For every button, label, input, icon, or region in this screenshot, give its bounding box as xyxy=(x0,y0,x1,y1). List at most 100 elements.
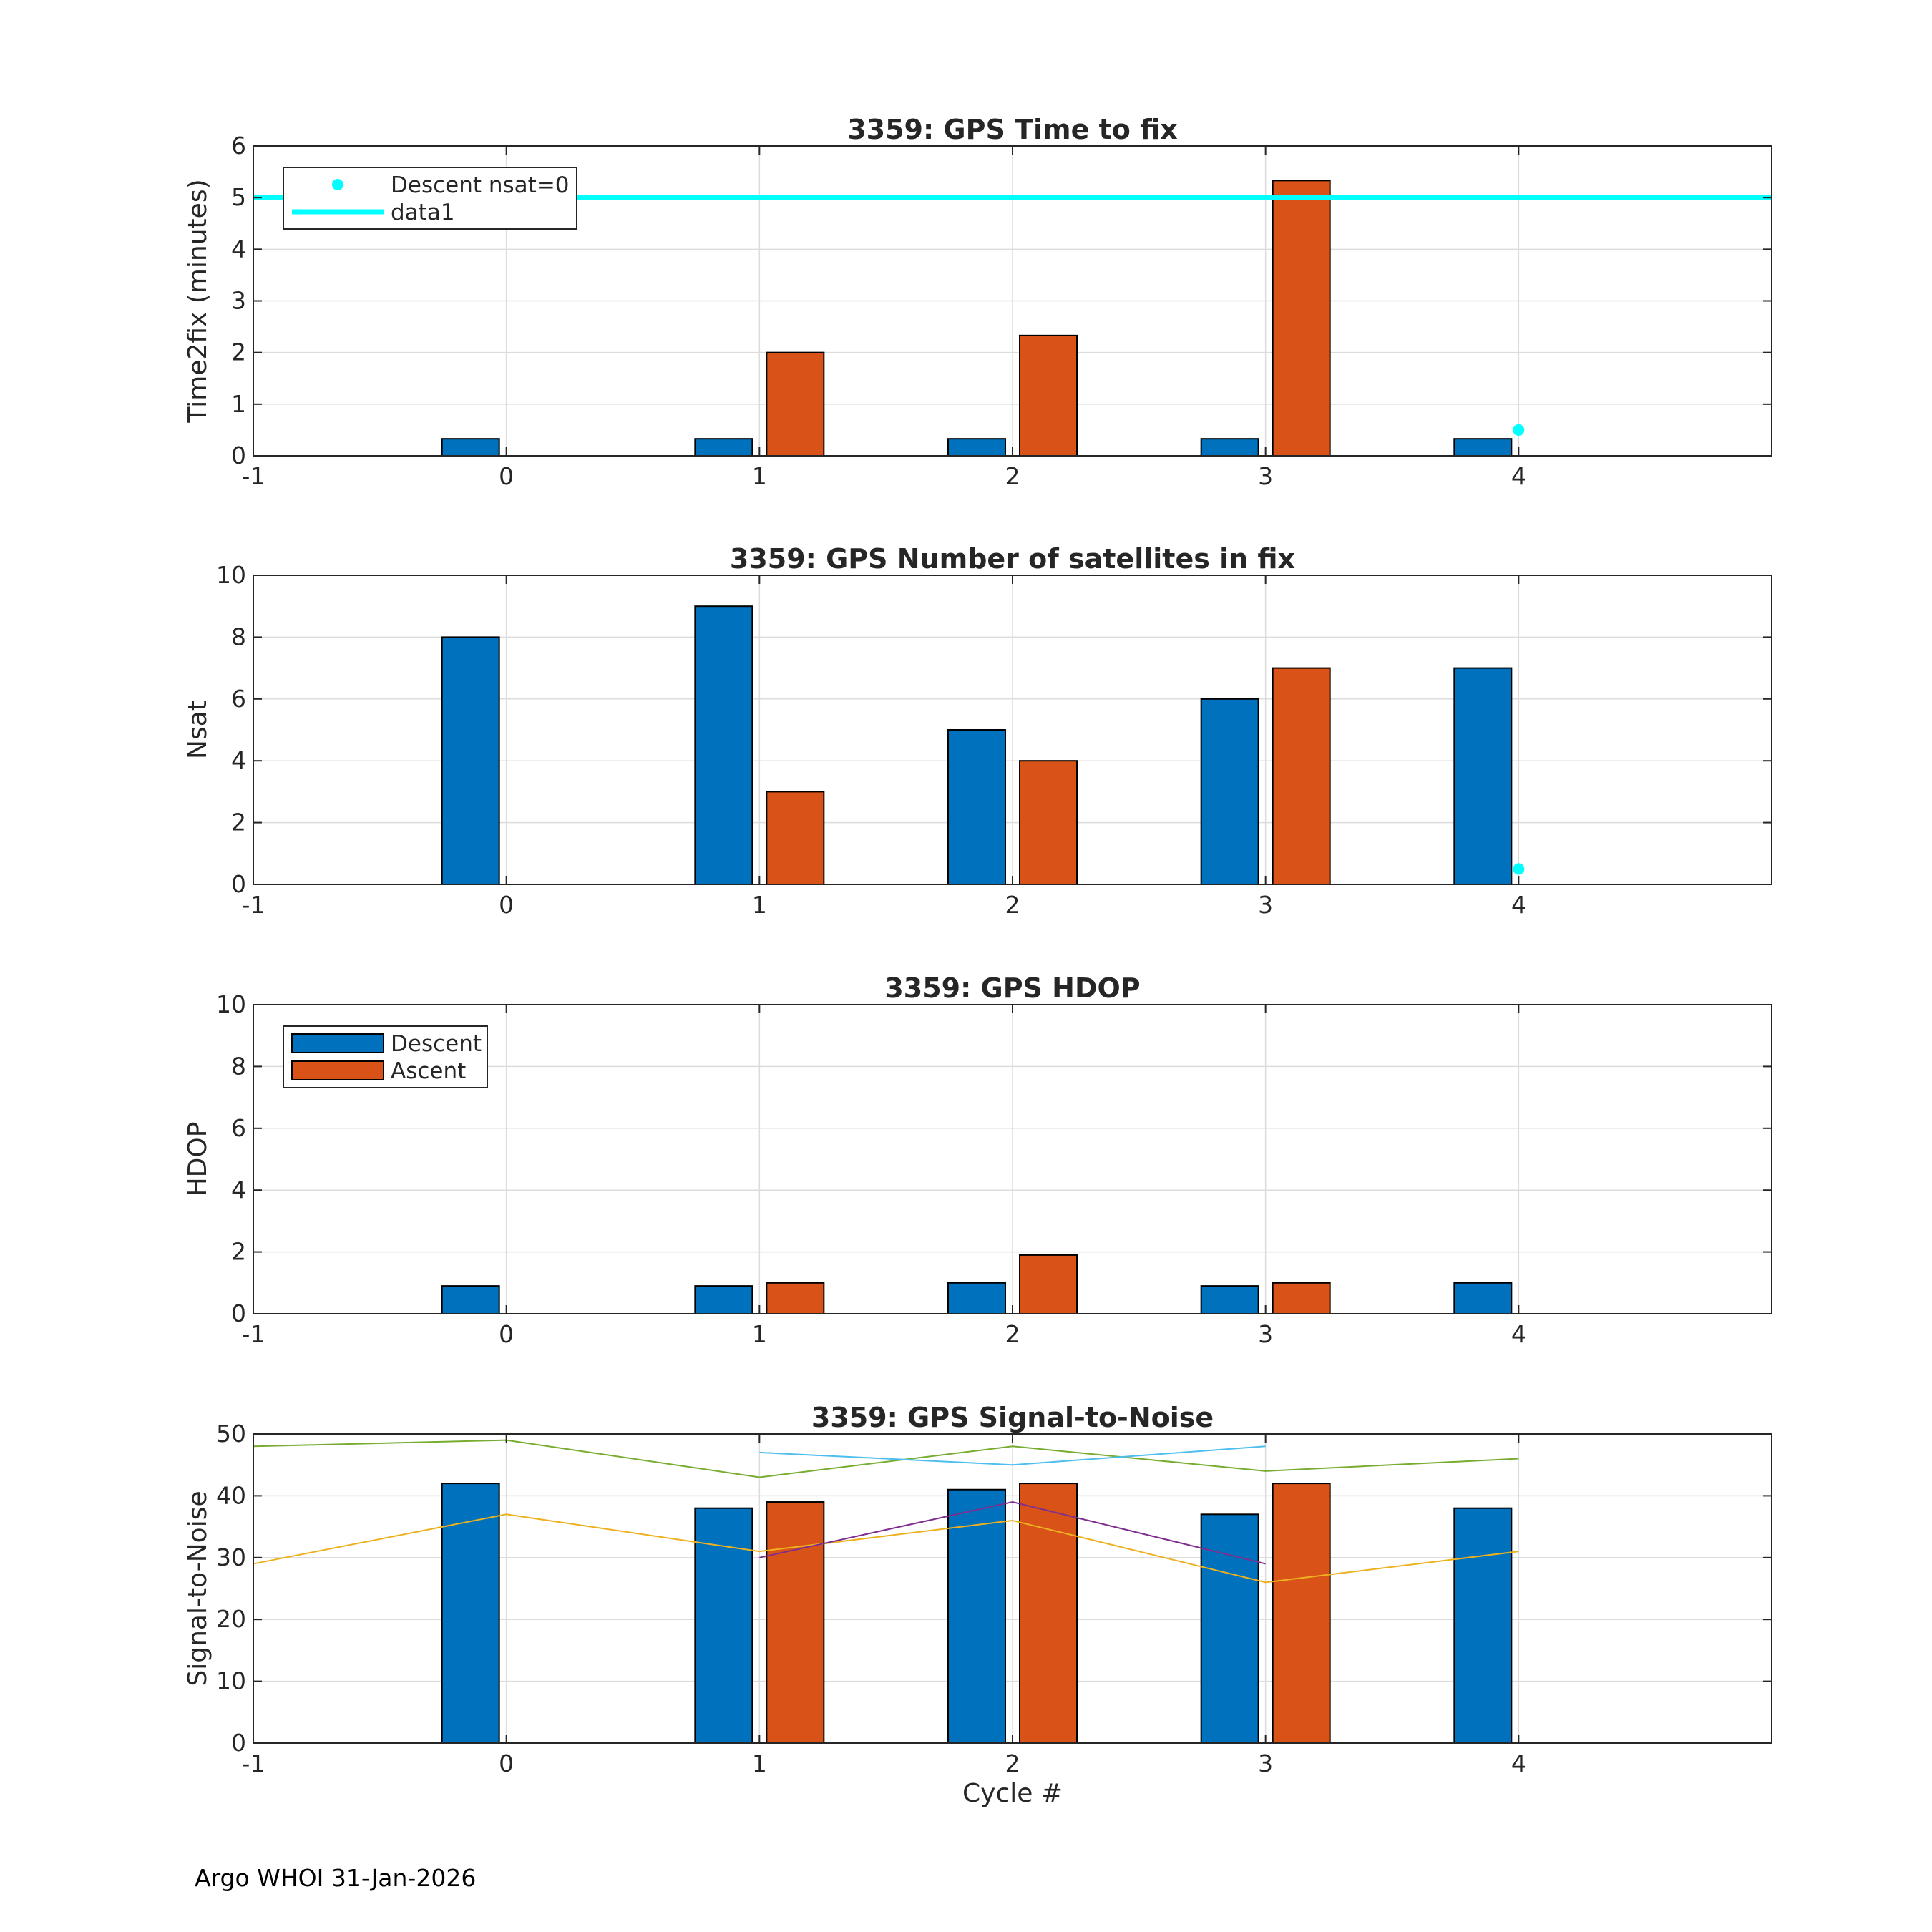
bar-descent-cycle-1 xyxy=(694,605,753,885)
bar-descent-cycle-3 xyxy=(1200,1513,1259,1745)
x-tick-label: -1 xyxy=(242,1750,265,1777)
snr-line-1 xyxy=(253,1439,1519,1478)
x-tick-label: 0 xyxy=(499,462,514,490)
snr-line-4 xyxy=(759,1501,1266,1565)
bar-descent-cycle-2 xyxy=(947,438,1006,457)
y-tick-label: 5 xyxy=(231,183,246,211)
bar-ascent-cycle-3 xyxy=(1272,667,1331,885)
x-tick-label: 4 xyxy=(1511,1750,1526,1777)
y-tick-label: 8 xyxy=(231,623,246,650)
chart-title: 3359: GPS Time to fix xyxy=(847,114,1178,145)
x-tick-label: 4 xyxy=(1511,1320,1526,1348)
legend-box xyxy=(283,167,577,230)
y-tick-label: 40 xyxy=(216,1481,246,1509)
y-tick-label: 0 xyxy=(231,870,246,898)
marker-point xyxy=(1513,863,1525,875)
bar-descent-cycle-3 xyxy=(1200,698,1259,885)
y-axis-label: Time2fix (minutes) xyxy=(183,179,213,423)
y-axis-label: Signal-to-Noise xyxy=(183,1491,213,1686)
y-tick-label: 2 xyxy=(231,338,246,366)
y-axis-label: Nsat xyxy=(183,701,213,759)
y-tick-label: 10 xyxy=(216,990,246,1018)
x-tick-label: 2 xyxy=(1005,1750,1020,1777)
x-tick-label: -1 xyxy=(242,891,265,919)
bar-descent-cycle-0 xyxy=(441,1483,500,1745)
x-axis-label: Cycle # xyxy=(962,1779,1063,1808)
bar-descent-cycle-2 xyxy=(947,1488,1006,1744)
y-tick-label: 20 xyxy=(216,1605,246,1633)
y-tick-label: 4 xyxy=(231,1176,246,1204)
bar-descent-cycle-3 xyxy=(1200,1285,1259,1314)
bar-ascent-cycle-3 xyxy=(1272,180,1331,457)
y-tick-label: 10 xyxy=(216,1667,246,1695)
x-tick-label: 2 xyxy=(1005,1320,1020,1348)
bar-descent-cycle-0 xyxy=(441,1285,500,1314)
chart-title: 3359: GPS Number of satellites in fix xyxy=(730,543,1295,575)
y-tick-label: 0 xyxy=(231,1299,246,1327)
bar-ascent-cycle-1 xyxy=(766,1501,825,1745)
x-tick-label: 3 xyxy=(1258,891,1273,919)
bar-ascent-cycle-2 xyxy=(1019,760,1078,885)
bar-descent-cycle-4 xyxy=(1453,1507,1513,1744)
x-tick-label: 2 xyxy=(1005,462,1020,490)
x-tick-label: 2 xyxy=(1005,891,1020,919)
bar-descent-cycle-4 xyxy=(1453,667,1513,885)
x-tick-label: 0 xyxy=(499,1750,514,1777)
y-tick-label: 4 xyxy=(231,235,246,263)
y-tick-label: 2 xyxy=(231,809,246,836)
bar-descent-cycle-3 xyxy=(1200,438,1259,457)
y-tick-label: 2 xyxy=(231,1238,246,1266)
y-tick-label: 6 xyxy=(231,132,246,160)
x-tick-label: 0 xyxy=(499,1320,514,1348)
x-tick-label: 1 xyxy=(752,1750,767,1777)
legend-label: Descent xyxy=(391,1031,482,1057)
bar-descent-cycle-2 xyxy=(947,1282,1006,1315)
legend-marker-swatch xyxy=(332,179,343,190)
legend-swatch-ascent xyxy=(291,1060,384,1080)
bar-ascent-cycle-2 xyxy=(1019,1483,1078,1745)
bar-descent-cycle-1 xyxy=(694,1285,753,1314)
marker-point xyxy=(1513,424,1525,436)
x-tick-label: -1 xyxy=(242,1320,265,1348)
y-tick-label: 4 xyxy=(231,746,246,774)
x-tick-label: 3 xyxy=(1258,1320,1273,1348)
legend-label: Descent nsat=0 xyxy=(391,172,570,198)
y-tick-label: 6 xyxy=(231,685,246,713)
y-tick-label: 30 xyxy=(216,1543,246,1571)
y-tick-label: 10 xyxy=(216,561,246,589)
bar-descent-cycle-4 xyxy=(1453,1282,1513,1315)
footer-credit: Argo WHOI 31-Jan-2026 xyxy=(195,1864,477,1892)
bar-ascent-cycle-1 xyxy=(766,1282,825,1315)
bar-descent-cycle-2 xyxy=(947,729,1006,885)
bar-descent-cycle-4 xyxy=(1453,438,1513,457)
bar-descent-cycle-0 xyxy=(441,438,500,457)
x-tick-label: 4 xyxy=(1511,462,1526,490)
y-tick-label: 3 xyxy=(231,287,246,315)
y-tick-label: 6 xyxy=(231,1114,246,1142)
y-tick-label: 0 xyxy=(231,1729,246,1757)
bar-ascent-cycle-1 xyxy=(766,791,825,886)
x-tick-label: -1 xyxy=(242,462,265,490)
chart-title: 3359: GPS Signal-to-Noise xyxy=(811,1402,1214,1433)
bar-ascent-cycle-1 xyxy=(766,351,825,457)
y-tick-label: 0 xyxy=(231,441,246,469)
legend-label: data1 xyxy=(391,200,455,225)
bar-descent-cycle-1 xyxy=(694,438,753,457)
x-tick-label: 0 xyxy=(499,891,514,919)
legend-label: Ascent xyxy=(391,1058,466,1084)
x-tick-label: 4 xyxy=(1511,891,1526,919)
bar-ascent-cycle-2 xyxy=(1019,1254,1078,1315)
y-tick-label: 50 xyxy=(216,1420,246,1448)
y-tick-label: 8 xyxy=(231,1052,246,1080)
x-tick-label: 1 xyxy=(752,1320,767,1348)
bar-ascent-cycle-3 xyxy=(1272,1483,1331,1745)
bar-descent-cycle-1 xyxy=(694,1507,753,1744)
x-tick-label: 3 xyxy=(1258,1750,1273,1777)
snr-line-3 xyxy=(253,1513,1519,1584)
chart-title: 3359: GPS HDOP xyxy=(884,972,1140,1004)
